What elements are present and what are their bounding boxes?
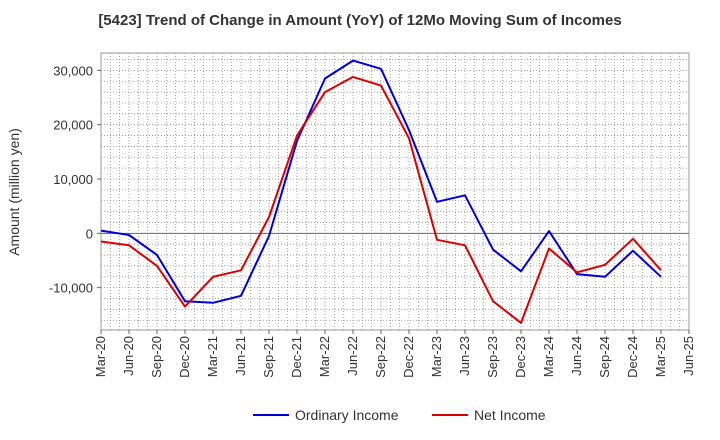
x-tick-label: Jun-24 xyxy=(569,336,584,376)
legend-label: Net Income xyxy=(474,407,546,423)
grid-layer xyxy=(100,52,690,331)
plot-area xyxy=(100,52,690,331)
x-tick-label: Sep-21 xyxy=(261,336,276,378)
series-line-ordinary-income xyxy=(100,59,662,304)
y-tick-label: 30,000 xyxy=(53,63,93,78)
x-tick-label: Sep-24 xyxy=(597,336,612,378)
legend: Ordinary Income Net Income xyxy=(253,407,546,423)
x-tick-label: Jun-21 xyxy=(233,336,248,376)
y-tick-label: 0 xyxy=(86,226,93,241)
chart-title: [5423] Trend of Change in Amount (YoY) o… xyxy=(98,12,622,29)
x-tick-label: Jun-20 xyxy=(121,336,136,376)
y-axis-label: Amount (million yen) xyxy=(6,128,22,256)
legend-label: Ordinary Income xyxy=(295,407,399,423)
x-tick-label: Mar-23 xyxy=(429,336,444,377)
series-line-net-income xyxy=(100,75,662,324)
x-tick-label: Mar-24 xyxy=(541,336,556,377)
x-tick-label: Mar-22 xyxy=(317,336,332,377)
x-tick-label: Sep-22 xyxy=(373,336,388,378)
y-tick-label: -10,000 xyxy=(49,281,93,296)
x-tick-label: Jun-25 xyxy=(681,336,696,376)
x-tick-label: Mar-25 xyxy=(653,336,668,377)
x-tick-label: Dec-24 xyxy=(625,336,640,378)
x-tick-label: Dec-23 xyxy=(513,336,528,378)
x-tick-label: Dec-22 xyxy=(401,336,416,378)
x-tick-label: Jun-22 xyxy=(345,336,360,376)
x-tick-label: Jun-23 xyxy=(457,336,472,376)
y-tick-label: 10,000 xyxy=(53,172,93,187)
axis-layer: -10,000 0 10,000 20,000 30,000 Mar-20 Jun-20 Se… xyxy=(49,63,696,378)
x-tick-label: Mar-21 xyxy=(205,336,220,377)
series-layer xyxy=(100,59,662,324)
x-tick-label: Sep-23 xyxy=(485,336,500,378)
x-tick-label: Dec-21 xyxy=(289,336,304,378)
y-tick-label: 20,000 xyxy=(53,118,93,133)
x-tick-label: Sep-20 xyxy=(149,336,164,378)
x-tick-label: Mar-20 xyxy=(93,336,108,377)
x-tick-label: Dec-20 xyxy=(177,336,192,378)
